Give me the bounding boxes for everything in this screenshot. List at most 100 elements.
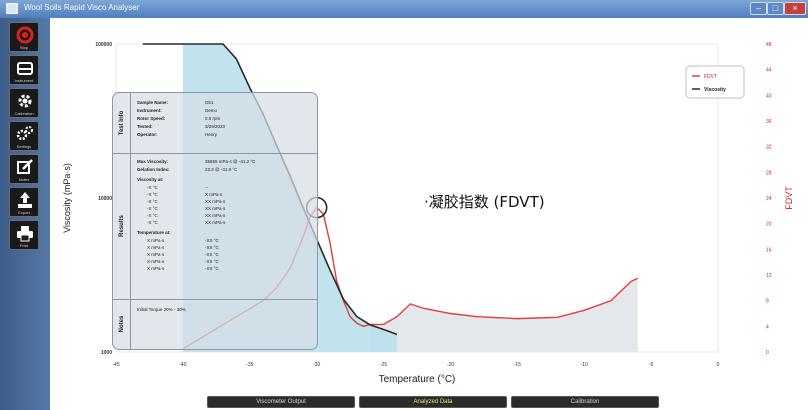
y2-tick-label: 0	[766, 350, 769, 356]
close-button[interactable]: ×	[784, 2, 806, 15]
notes-section: Notes	[113, 299, 131, 349]
field-value: -XX °C	[205, 245, 219, 250]
gear-icon	[18, 94, 32, 108]
test-info-section: Test Info	[113, 93, 131, 153]
field-value: 3/29/2020	[205, 124, 226, 129]
field-label: Sample Name:	[137, 100, 169, 105]
y2-tick-label: 20	[766, 222, 772, 228]
minimize-button[interactable]: –	[750, 2, 767, 15]
x-tick-label: -40	[179, 362, 186, 368]
y2-tick-label: 4	[766, 324, 769, 330]
y-tick-label: 10000	[98, 196, 112, 202]
edit-icon	[17, 159, 33, 174]
field-value: Henry	[205, 132, 218, 137]
y-tick-label: 100000	[95, 42, 112, 48]
legend-label-fdvt: FDVT	[704, 74, 717, 80]
x-tick-label: -10	[581, 362, 588, 368]
gelation-index-annotation: ·凝胶指数 (FDVT)	[424, 193, 545, 211]
field-value: -XX °C	[205, 259, 219, 264]
y2-tick-label: 28	[766, 170, 772, 176]
sidebar-item-instrument[interactable]: Instrument	[9, 55, 39, 85]
sidebar-item-label: Export	[18, 210, 30, 215]
field-value: XX mPa·s	[205, 220, 226, 225]
sidebar-item-notes[interactable]: Notes	[9, 154, 39, 184]
tab-analyzed-data[interactable]: Analyzed Data	[359, 396, 507, 408]
legend-label-viscosity: Viscosity	[704, 87, 726, 93]
sidebar-item-label: Settings	[16, 144, 32, 149]
field-value: Demo	[205, 108, 218, 113]
y2-tick-label: 24	[766, 196, 772, 202]
x-tick-label: -30	[313, 362, 320, 368]
field-label: X mPa·s	[147, 259, 165, 264]
field-label: -X °C	[147, 220, 158, 225]
sidebar-item-print[interactable]: Print	[9, 220, 39, 250]
sidebar-item-label: Notes	[18, 177, 30, 182]
y2-tick-label: 12	[766, 273, 772, 279]
field-label: Gelation Index:	[137, 167, 170, 172]
sidebar-item-settings[interactable]: Settings	[9, 121, 39, 151]
field-label: -X °C	[147, 185, 158, 190]
app-icon	[6, 3, 18, 14]
field-value: XX mPa·s	[205, 213, 226, 218]
section-divider	[113, 153, 317, 154]
field-label: -X °C	[147, 199, 158, 204]
field-value: 23.2 @ -31.9 °C	[205, 167, 238, 172]
y-axis-label: Viscosity (mPa·s)	[62, 163, 72, 233]
x-axis-label: Temperature (°C)	[379, 374, 456, 385]
legend-box	[685, 65, 745, 99]
window-title: Wool Soils Rapid Visco Analyser	[24, 3, 140, 12]
field-label: Instrument:	[137, 108, 162, 113]
gears-icon	[16, 126, 33, 141]
instrument-icon	[17, 62, 33, 75]
x-tick-label: -5	[649, 362, 654, 368]
field-label: -X °C	[147, 206, 158, 211]
sidebar-item-label: Print	[19, 243, 29, 248]
field-label: -X °C	[147, 192, 158, 197]
title-bar: Wool Soils Rapid Visco Analyser – □ ×	[0, 0, 808, 18]
x-tick-label: -25	[380, 362, 387, 368]
field-label: -X °C	[147, 213, 158, 218]
section-label: Notes	[118, 315, 125, 333]
field-value: 0.5 rpm	[205, 116, 221, 121]
field-label: Tested:	[137, 124, 153, 129]
y2-tick-label: 36	[766, 119, 772, 125]
field-label: X mPa·s	[147, 252, 165, 257]
field-value: XX mPa·s	[205, 206, 226, 211]
field-label: Operator:	[137, 132, 158, 137]
print-icon	[17, 226, 33, 242]
tab-viscometer-output[interactable]: Viscometer Output	[207, 396, 355, 408]
sidebar-item-stop[interactable]: Stop	[9, 22, 39, 52]
field-value: --	[205, 185, 208, 190]
x-tick-label: -35	[246, 362, 253, 368]
export-icon	[18, 192, 32, 208]
y2-tick-label: 8	[766, 299, 769, 305]
viscosity-at-label: Viscosity at:	[137, 177, 164, 182]
x-tick-label: -45	[112, 362, 119, 368]
x-tick-label: -20	[447, 362, 454, 368]
y2-tick-label: 40	[766, 93, 772, 99]
field-label: X mPa·s	[147, 245, 165, 250]
sidebar-item-label: Stop	[19, 45, 29, 50]
test-info-panel: Test Info Results Notes Sample Name: Gb1…	[112, 92, 318, 350]
x-tick-label: 0	[717, 362, 720, 368]
notes-text: Initial Torque 20% - 30%	[137, 307, 186, 312]
field-value: XX mPa·s	[205, 199, 226, 204]
field-value: -XX °C	[205, 238, 219, 243]
field-label: X mPa·s	[147, 238, 165, 243]
field-value: Gb1	[205, 100, 214, 105]
temperature-at-label: Temperature at:	[137, 230, 171, 235]
fdvt-fill	[370, 278, 638, 352]
section-label: Test Info	[118, 110, 125, 136]
sidebar-item-export[interactable]: Export	[9, 187, 39, 217]
field-value: X mPa·s	[205, 192, 223, 197]
y2-axis-label: FDVT	[784, 186, 794, 210]
y2-tick-label: 44	[766, 68, 772, 74]
sidebar-item-label: Calibration	[14, 111, 34, 116]
sidebar-item-label: Instrument	[14, 78, 34, 83]
field-label: Rotor Speed:	[137, 116, 166, 121]
results-section: Results	[113, 153, 131, 299]
sidebar-item-calibration[interactable]: Calibration	[9, 88, 39, 118]
field-value: 35655 mPa·s @ -41.2 °C	[205, 159, 256, 164]
tab-calibration[interactable]: Calibration	[511, 396, 659, 408]
maximize-button[interactable]: □	[767, 2, 784, 15]
